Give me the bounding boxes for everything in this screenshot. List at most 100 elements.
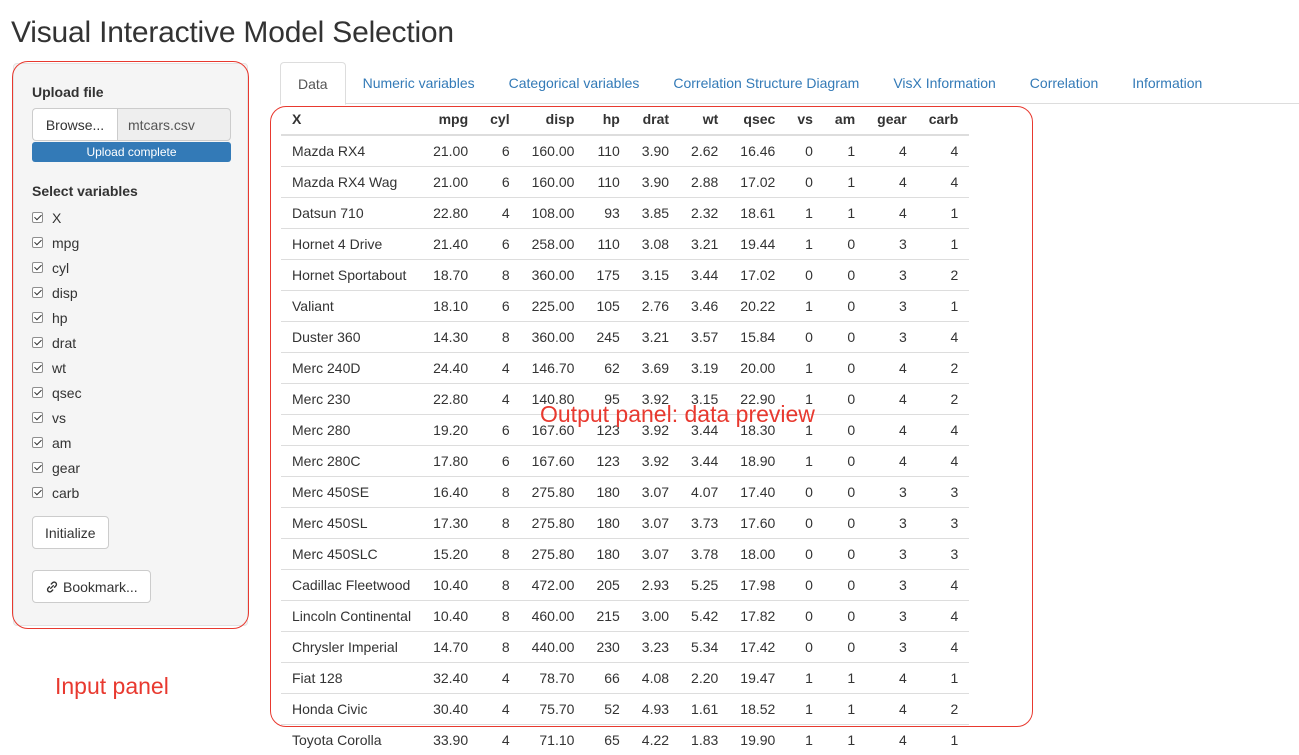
column-header[interactable]: carb bbox=[917, 104, 970, 136]
column-header[interactable]: drat bbox=[630, 104, 681, 136]
table-cell: 3 bbox=[917, 475, 970, 507]
table-cell: 105 bbox=[585, 289, 631, 321]
tab-correlation-structure-diagram[interactable]: Correlation Structure Diagram bbox=[673, 75, 860, 91]
table-cell: 0 bbox=[786, 506, 824, 538]
variable-checkbox[interactable] bbox=[32, 287, 43, 298]
variable-item[interactable]: cyl bbox=[32, 255, 82, 280]
table-cell: 66 bbox=[585, 661, 631, 693]
variable-checkbox[interactable] bbox=[32, 487, 43, 498]
table-cell: 18.70 bbox=[422, 258, 480, 290]
table-cell: 3.15 bbox=[630, 258, 681, 290]
table-cell: 1 bbox=[786, 227, 824, 259]
table-cell: 2.32 bbox=[680, 196, 730, 228]
column-header[interactable]: disp bbox=[520, 104, 586, 136]
variable-checkbox[interactable] bbox=[32, 212, 43, 223]
variable-checkbox[interactable] bbox=[32, 312, 43, 323]
column-header[interactable]: cyl bbox=[479, 104, 521, 136]
table-row: Merc 450SE 16.40 8 275.80 180 3.07 4.07 17.40 0 0… bbox=[281, 475, 970, 507]
table-cell: 3 bbox=[866, 227, 918, 259]
variable-checkbox[interactable] bbox=[32, 387, 43, 398]
variable-checkbox[interactable] bbox=[32, 337, 43, 348]
column-header[interactable]: hp bbox=[585, 104, 631, 136]
table-cell: Mazda RX4 Wag bbox=[281, 165, 423, 197]
table-cell: 4 bbox=[479, 723, 521, 755]
variable-item[interactable]: drat bbox=[32, 330, 82, 355]
table-cell: 4.22 bbox=[630, 723, 681, 755]
tab-visx-information[interactable]: VisX Information bbox=[893, 75, 996, 91]
table-cell: 3.85 bbox=[630, 196, 681, 228]
variable-checkbox[interactable] bbox=[32, 237, 43, 248]
column-header[interactable]: wt bbox=[680, 104, 730, 136]
bookmark-button[interactable]: Bookmark... bbox=[32, 570, 151, 603]
table-cell: 225.00 bbox=[520, 289, 586, 321]
table-cell: 32.40 bbox=[422, 661, 480, 693]
table-cell: 62 bbox=[585, 351, 631, 383]
column-header[interactable]: qsec bbox=[729, 104, 787, 136]
table-cell: 4 bbox=[479, 382, 521, 414]
variable-item[interactable]: qsec bbox=[32, 380, 82, 405]
table-cell: 4 bbox=[866, 165, 918, 197]
file-name-field[interactable]: mtcars.csv bbox=[117, 108, 231, 141]
variable-item[interactable]: mpg bbox=[32, 230, 82, 255]
table-cell: Honda Civic bbox=[281, 692, 423, 724]
tab-numeric-variables[interactable]: Numeric variables bbox=[362, 75, 475, 91]
table-cell: 2.62 bbox=[691, 142, 719, 159]
variable-item[interactable]: gear bbox=[32, 455, 82, 480]
table-cell: 6 bbox=[479, 165, 521, 197]
variable-item[interactable]: disp bbox=[32, 280, 82, 305]
table-row: Mazda RX4 Wag 21.00 6 160.00 110 3.90 2.88 17.0… bbox=[281, 165, 970, 197]
table-cell: 1 bbox=[786, 444, 824, 476]
table-cell: 3.08 bbox=[630, 227, 681, 259]
select-variables-label: Select variables bbox=[32, 183, 138, 199]
table-cell: 95 bbox=[585, 382, 631, 414]
table-cell: 18.61 bbox=[729, 196, 787, 228]
table-cell: 4 bbox=[866, 382, 918, 414]
table-cell: 30.40 bbox=[422, 692, 480, 724]
upload-file-label: Upload file bbox=[32, 84, 104, 100]
initialize-button[interactable]: Initialize bbox=[32, 516, 109, 549]
table-cell: 3.07 bbox=[630, 506, 681, 538]
variable-item[interactable]: hp bbox=[32, 305, 82, 330]
variable-label: vs bbox=[52, 409, 66, 426]
tab-data[interactable]: Data bbox=[280, 62, 346, 105]
browse-button[interactable]: Browse... bbox=[32, 108, 117, 141]
tab-information[interactable]: Information bbox=[1132, 75, 1203, 91]
variable-checkbox[interactable] bbox=[32, 262, 43, 273]
variable-checkbox[interactable] bbox=[32, 462, 43, 473]
column-header[interactable]: am bbox=[823, 104, 867, 136]
variable-checkbox[interactable] bbox=[32, 412, 43, 423]
table-cell: 3 bbox=[866, 568, 918, 600]
table-cell: Merc 240D bbox=[281, 351, 423, 383]
variable-item[interactable]: carb bbox=[32, 480, 82, 505]
table-cell: 16.46 bbox=[740, 142, 776, 159]
table-row: Mazda RX4 21.00 6 160.00 110 3.90 2.62 16.46 0 1 4… bbox=[281, 135, 969, 166]
table-cell: 4 bbox=[898, 142, 907, 159]
table-cell: 3 bbox=[866, 289, 918, 321]
variable-item[interactable]: vs bbox=[32, 405, 82, 430]
table-cell: 4 bbox=[479, 351, 521, 383]
tab-categorical-variables[interactable]: Categorical variables bbox=[508, 75, 640, 91]
variable-item[interactable]: X bbox=[32, 205, 82, 230]
table-cell: 52 bbox=[585, 692, 631, 724]
table-cell: 3 bbox=[866, 599, 918, 631]
column-header[interactable]: vs bbox=[786, 104, 824, 136]
table-cell: 360.00 bbox=[520, 320, 586, 352]
variable-item[interactable]: wt bbox=[32, 355, 82, 380]
column-header[interactable]: gear bbox=[866, 104, 918, 136]
table-cell: Cadillac Fleetwood bbox=[281, 568, 423, 600]
table-row: Duster 360 14.30 8 360.00 245 3.21 3.57 15.84 0 0… bbox=[281, 320, 970, 352]
variable-checkbox[interactable] bbox=[32, 362, 43, 373]
table-cell: 1 bbox=[917, 196, 970, 228]
variable-checkbox[interactable] bbox=[32, 437, 43, 448]
column-header[interactable]: X bbox=[281, 104, 423, 136]
table-cell: 2 bbox=[917, 382, 970, 414]
tab-correlation[interactable]: Correlation bbox=[1029, 75, 1099, 91]
column-header[interactable]: mpg bbox=[422, 104, 480, 136]
table-cell: Valiant bbox=[281, 289, 423, 321]
table-cell: Mazda RX4 bbox=[292, 142, 366, 159]
table-cell: 0 bbox=[786, 630, 824, 662]
variable-item[interactable]: am bbox=[32, 430, 82, 455]
variable-label: carb bbox=[52, 484, 80, 501]
table-cell: 3.00 bbox=[630, 599, 681, 631]
table-row: Valiant 18.10 6 225.00 105 2.76 3.46 20.22 1 0 3 1 bbox=[281, 289, 970, 321]
